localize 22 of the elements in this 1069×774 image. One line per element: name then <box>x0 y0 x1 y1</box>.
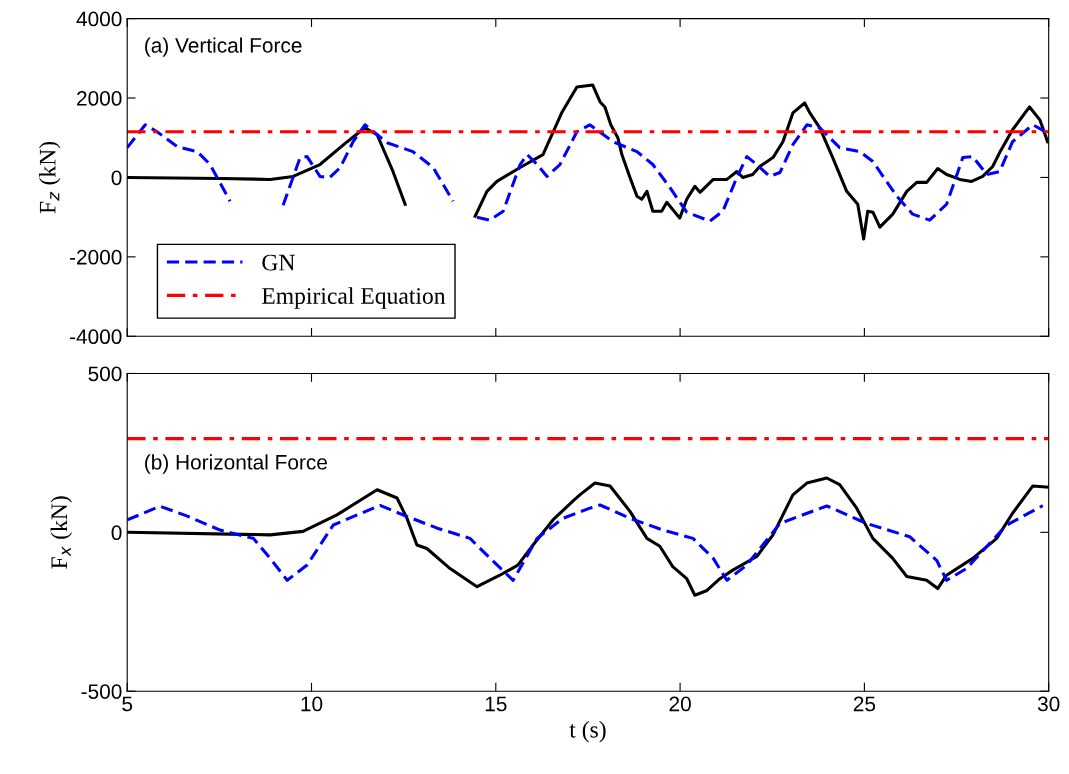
legend-label: Empirical Equation <box>262 287 446 309</box>
annotation: (a) Vertical Force <box>145 37 302 57</box>
x-tick-label: 20 <box>669 696 691 712</box>
x-tick-label: 5 <box>122 696 133 712</box>
legend-label: GN <box>262 254 295 271</box>
y-axis-title: F$_{z}$ (kN) <box>39 141 61 214</box>
y-tick-label: 0 <box>111 170 122 186</box>
line-series <box>127 503 1045 582</box>
x-tick-label: 25 <box>853 696 876 712</box>
y-tick-label: 2000 <box>77 91 122 106</box>
annotation: (b) Horizontal Force <box>145 454 327 474</box>
y-tick-label: -4000 <box>70 329 122 345</box>
y-tick-label: -2000 <box>70 249 122 265</box>
y-tick-label: 500 <box>88 366 122 382</box>
x-tick-label: 15 <box>485 696 507 712</box>
y-tick-label: 4000 <box>76 11 122 27</box>
x-axis-title: t (s) <box>569 721 606 743</box>
y-tick-label: 0 <box>111 525 122 541</box>
y-tick-label: -500 <box>81 684 122 699</box>
x-tick-label: 30 <box>1037 696 1060 712</box>
y-axis-title: F$_{x}$ (kN) <box>50 496 73 569</box>
x-tick-label: 10 <box>301 696 323 712</box>
